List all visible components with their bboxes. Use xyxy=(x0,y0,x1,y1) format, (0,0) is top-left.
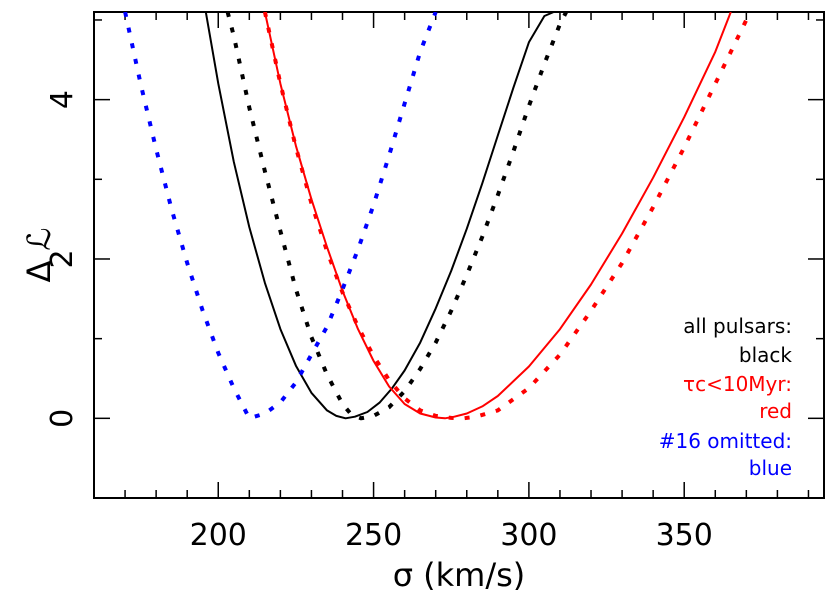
series-line-1 xyxy=(225,12,568,421)
x-tick-label: 250 xyxy=(345,518,402,553)
y-tick-label: 2 xyxy=(45,249,80,268)
legend-all-pulsars-label: all pulsars: xyxy=(683,314,792,338)
legend-omitted-label: #16 omitted: xyxy=(659,429,792,453)
x-tick-label: 300 xyxy=(500,518,557,553)
legend-omitted-color: blue xyxy=(749,456,792,480)
x-tick-label: 200 xyxy=(190,518,247,553)
y-axis-title: Δ ℒ xyxy=(20,227,58,282)
x-tick-label: 350 xyxy=(656,518,713,553)
series-line-0 xyxy=(204,12,555,420)
series-layer xyxy=(123,12,749,421)
y-tick-label: 0 xyxy=(45,409,80,428)
series-line-2 xyxy=(263,12,732,420)
series-line-3 xyxy=(262,12,749,421)
series-line-4 xyxy=(123,12,438,421)
axis-ticks xyxy=(93,12,824,499)
legend-young-pulsars-color: red xyxy=(759,399,792,423)
legend-all-pulsars-color: black xyxy=(739,343,793,367)
tick-labels: 200 250 300 350 0 2 4 xyxy=(45,90,713,553)
y-tick-label: 4 xyxy=(45,90,80,109)
plot-frame xyxy=(93,11,825,499)
x-axis-title: σ (km/s) xyxy=(393,556,526,594)
legend-young-pulsars-label: τc<10Myr: xyxy=(683,372,792,396)
legend: all pulsars: black τc<10Myr: red #16 omi… xyxy=(659,314,793,480)
